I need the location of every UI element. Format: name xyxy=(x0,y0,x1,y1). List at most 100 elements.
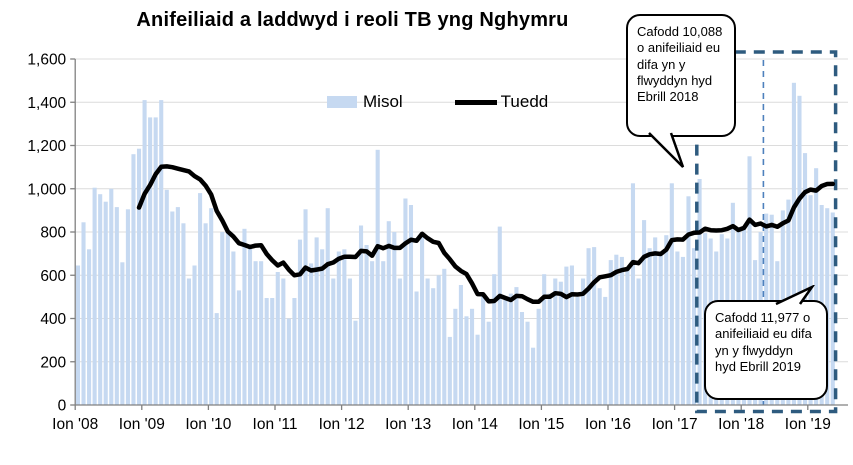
legend-trend-label: Tuedd xyxy=(500,92,549,111)
bar xyxy=(553,278,558,405)
bar xyxy=(292,298,297,405)
trend-line xyxy=(136,164,836,305)
bar xyxy=(669,183,674,405)
bar xyxy=(630,183,636,405)
bar xyxy=(98,194,103,405)
bar xyxy=(686,196,691,405)
bar xyxy=(353,320,358,405)
bar xyxy=(508,293,513,405)
callout-tail-icon xyxy=(648,132,685,168)
callout-tail-icon xyxy=(775,285,815,306)
bar xyxy=(275,272,280,405)
bar xyxy=(653,237,658,405)
bar xyxy=(619,256,624,405)
y-tick-label: 200 xyxy=(40,354,66,371)
bar xyxy=(247,248,253,405)
y-tick-label: 1,000 xyxy=(27,181,66,198)
bar xyxy=(192,265,197,405)
bar xyxy=(592,247,597,405)
bar xyxy=(453,308,458,405)
bar xyxy=(109,188,114,406)
bar xyxy=(420,236,425,405)
x-tick-label: Ion '13 xyxy=(385,416,431,433)
bar xyxy=(342,249,347,405)
bar xyxy=(259,261,264,405)
trend-line-swatch-icon xyxy=(454,99,497,105)
bar xyxy=(381,261,386,405)
bar xyxy=(225,232,230,405)
y-tick-label: 800 xyxy=(40,225,66,242)
bar xyxy=(403,198,408,405)
bar xyxy=(358,225,364,405)
y-tick-label: 600 xyxy=(40,268,66,285)
bar xyxy=(314,237,319,405)
bar xyxy=(431,288,436,405)
bar xyxy=(514,287,519,405)
bar xyxy=(636,278,641,405)
bar xyxy=(136,148,142,405)
bar xyxy=(680,256,685,405)
x-tick-label: Ion '14 xyxy=(452,416,498,433)
bar xyxy=(797,95,802,406)
bar xyxy=(175,207,180,405)
bar xyxy=(564,266,569,405)
bar xyxy=(664,235,669,405)
bar xyxy=(658,254,663,405)
bar xyxy=(309,263,314,405)
x-tick-label: Ion '11 xyxy=(253,416,298,433)
bar xyxy=(186,278,192,405)
bar xyxy=(569,265,574,405)
bar xyxy=(242,228,247,405)
callout-year-to-april-2019: Cafodd 11,977 o anifeiliaid eu difa yn y… xyxy=(704,300,828,400)
x-tick-label: Ion '16 xyxy=(585,416,631,433)
bar xyxy=(558,281,563,405)
bar xyxy=(597,288,602,405)
bar xyxy=(464,316,469,405)
y-tick-label: 0 xyxy=(58,398,67,415)
bar xyxy=(159,100,164,405)
bar xyxy=(547,293,552,405)
bar xyxy=(642,220,647,405)
bar xyxy=(103,201,108,405)
x-tick-label: Ion '12 xyxy=(319,416,365,433)
bar xyxy=(331,278,336,405)
bar xyxy=(442,268,447,405)
bar xyxy=(475,334,480,405)
bar xyxy=(87,249,92,405)
bar xyxy=(825,208,830,405)
bar xyxy=(603,296,608,405)
bar xyxy=(697,179,702,405)
bar xyxy=(519,312,525,405)
bar xyxy=(297,239,303,405)
bar xyxy=(481,293,486,405)
chart-legend: Misol Tuedd xyxy=(327,92,548,112)
y-tick-label: 1,400 xyxy=(27,95,66,112)
bar xyxy=(408,205,414,405)
bar xyxy=(281,278,286,405)
bar xyxy=(264,298,269,405)
x-tick-label: Ion '10 xyxy=(185,416,231,433)
bar xyxy=(458,285,463,405)
x-tick-label: Ion '19 xyxy=(785,416,831,433)
bar xyxy=(92,187,97,405)
bar xyxy=(386,221,391,405)
bar xyxy=(608,260,613,405)
bar xyxy=(497,226,502,405)
bar xyxy=(436,275,441,406)
bar xyxy=(486,321,491,405)
bar xyxy=(414,291,419,405)
bar xyxy=(375,149,380,405)
bar xyxy=(270,298,275,405)
bar xyxy=(125,209,130,405)
x-tick-label: Ion '08 xyxy=(52,416,98,433)
y-tick-label: 1,200 xyxy=(27,138,66,155)
bar xyxy=(542,274,547,405)
bar xyxy=(236,290,241,405)
bar xyxy=(691,248,697,405)
bar xyxy=(253,261,258,405)
bar xyxy=(392,232,397,405)
x-tick-label: Ion '18 xyxy=(718,416,764,433)
bar xyxy=(81,222,86,405)
